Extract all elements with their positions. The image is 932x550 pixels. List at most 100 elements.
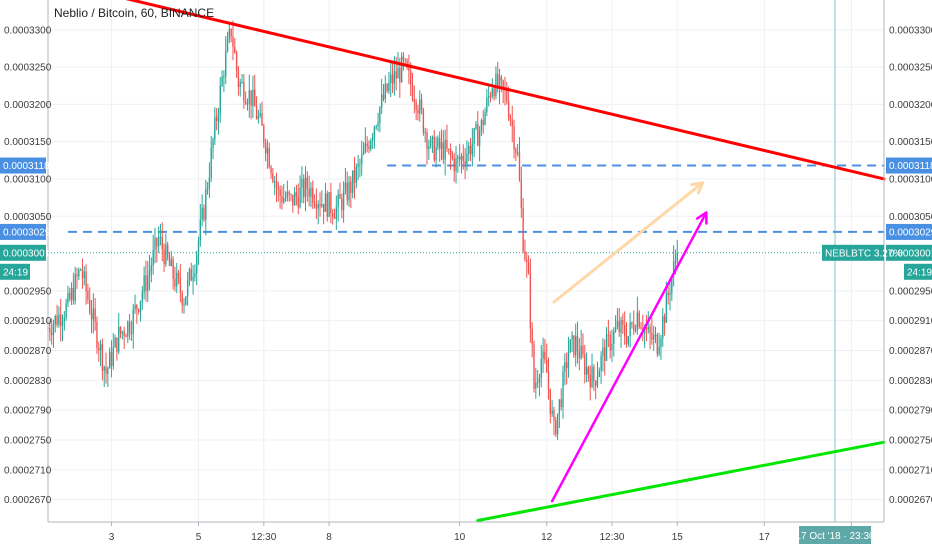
candle-body (217, 114, 220, 122)
level-tag-left-bg (0, 157, 46, 174)
candle-body (593, 366, 595, 382)
candle-body (627, 336, 629, 344)
candle-body (415, 102, 417, 110)
candle-body (277, 187, 279, 190)
y-tick-label-left: 0.0002830 (4, 376, 52, 387)
candle-body (524, 250, 526, 260)
candle-body (92, 308, 95, 320)
candle-body (547, 372, 550, 389)
candle-body (156, 238, 158, 247)
y-tick-label-right: 0.0002790 (889, 406, 932, 417)
candle-body (328, 192, 330, 217)
candle-body (433, 136, 435, 161)
candle-body (609, 334, 611, 351)
last-price-tag-left-bg (0, 244, 46, 261)
candle-body (237, 69, 240, 88)
candle-body (52, 324, 55, 336)
candle-body (290, 194, 292, 196)
candle-body (78, 269, 80, 277)
candle-body (299, 187, 301, 208)
candle-body (223, 76, 225, 78)
candle-body (252, 89, 254, 106)
candle-body (388, 82, 390, 91)
candle-body (439, 138, 441, 149)
trendlines (125, 0, 886, 523)
x-tick-label: 12 (541, 532, 553, 543)
candle-body (515, 149, 517, 154)
candle-body (145, 275, 147, 291)
candle-body (495, 73, 497, 97)
candles (47, 20, 678, 440)
level-tag-left-bg (0, 223, 46, 240)
candle-body (255, 106, 258, 119)
x-tick-label: 10 (454, 532, 466, 543)
candle-body (377, 122, 379, 126)
candle-body (239, 82, 241, 88)
candle-body (420, 99, 423, 110)
level-tag-left: 0.0003029 (3, 227, 51, 238)
candle-body (669, 293, 671, 296)
candle-body (417, 109, 419, 114)
candle-body (165, 244, 167, 265)
candle-body (565, 362, 568, 369)
candle-body (304, 177, 307, 197)
candle-body (101, 344, 104, 371)
candle-body (640, 327, 642, 329)
candle-body (332, 213, 334, 217)
candle-body (270, 167, 272, 174)
candle-body (529, 273, 532, 329)
y-tick-label-right: 0.0002870 (889, 346, 932, 357)
candle-body (556, 413, 559, 435)
candle-body (183, 304, 185, 306)
candle-body (359, 163, 361, 165)
candle-body (319, 204, 321, 207)
candle-body (536, 382, 539, 384)
candle-body (464, 160, 466, 164)
candle-body (560, 399, 562, 408)
candle-body (511, 120, 513, 127)
candle-body (250, 90, 252, 106)
candle-body (535, 382, 537, 389)
candle-body (210, 147, 212, 178)
y-tick-label-left: 0.0002750 (4, 435, 52, 446)
candle-body (487, 95, 490, 98)
candle-body (134, 305, 136, 310)
candle-body (96, 321, 98, 348)
candle-body (74, 274, 76, 301)
candle-body (478, 130, 481, 146)
candle-body (70, 287, 73, 300)
candle-body (600, 355, 602, 371)
candle-body (324, 193, 327, 212)
y-tick-label-left: 0.0002670 (4, 495, 52, 506)
candle-body (498, 76, 501, 89)
candle-body (313, 202, 316, 205)
candle-body (604, 347, 606, 361)
candle-body (667, 292, 669, 296)
candle-body (638, 312, 640, 328)
candle-body (587, 367, 590, 375)
symbol-change-tag-bg (822, 244, 884, 261)
candle-body (297, 196, 299, 208)
candle-body (562, 371, 564, 408)
candle-body (293, 192, 296, 206)
candle-body (542, 351, 544, 359)
candle-body (301, 179, 303, 188)
candle-body (493, 88, 495, 97)
candle-body (179, 278, 182, 293)
candle-body (342, 190, 345, 211)
candle-body (555, 420, 557, 435)
candle-body (226, 38, 229, 52)
y-tick-label-left: 0.0002870 (4, 346, 52, 357)
candle-body (399, 68, 401, 82)
candle-body (497, 73, 499, 89)
candle-body (112, 347, 114, 366)
candle-body (241, 82, 243, 84)
arrowhead-peach (690, 181, 705, 195)
candle-body (616, 320, 619, 328)
candle-body (361, 154, 363, 164)
candle-body (143, 275, 145, 293)
candle-body (411, 84, 414, 99)
trendline-peach (552, 181, 705, 304)
